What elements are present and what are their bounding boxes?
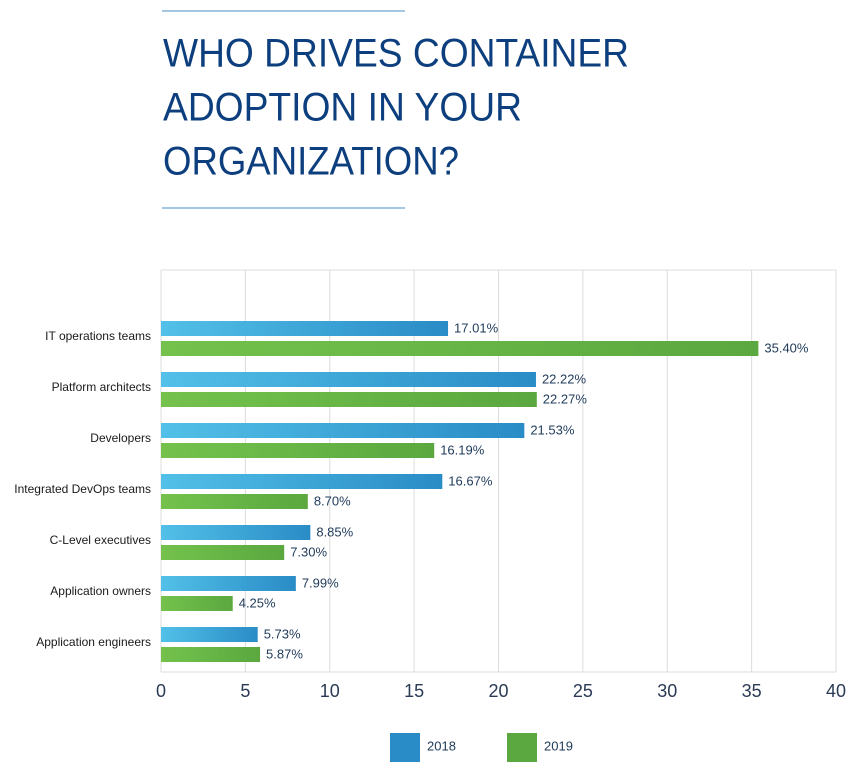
- x-tick-label: 25: [573, 681, 593, 701]
- x-tick-label: 35: [742, 681, 762, 701]
- legend-label: 2018: [427, 738, 456, 753]
- x-tick-label: 40: [826, 681, 846, 701]
- value-label: 21.53%: [530, 422, 575, 437]
- bar: [161, 423, 525, 438]
- bar: [161, 525, 311, 540]
- value-label: 7.99%: [302, 575, 339, 590]
- value-label: 7.30%: [290, 544, 327, 559]
- value-label: 17.01%: [454, 320, 499, 335]
- bar: [161, 494, 308, 509]
- x-tick-label: 10: [320, 681, 340, 701]
- category-label: Integrated DevOps teams: [14, 482, 151, 496]
- value-label: 16.19%: [440, 442, 485, 457]
- category-label: C-Level executives: [50, 533, 151, 547]
- value-label: 35.40%: [764, 340, 809, 355]
- bar: [161, 545, 285, 560]
- chart-title: ADOPTION IN YOUR: [163, 86, 522, 130]
- x-tick-label: 20: [488, 681, 508, 701]
- bar: [161, 576, 296, 591]
- bar: [161, 474, 443, 489]
- bar: [161, 647, 261, 662]
- value-label: 8.70%: [314, 493, 351, 508]
- category-label: Application engineers: [36, 635, 151, 649]
- legend-label: 2019: [544, 738, 573, 753]
- value-label: 5.73%: [264, 626, 301, 641]
- value-label: 4.25%: [239, 595, 276, 610]
- bar: [161, 392, 537, 407]
- x-tick-label: 5: [240, 681, 250, 701]
- category-label: Developers: [90, 431, 151, 445]
- value-label: 22.22%: [542, 371, 587, 386]
- chart-title: WHO DRIVES CONTAINER: [163, 32, 629, 76]
- x-tick-label: 30: [657, 681, 677, 701]
- x-tick-label: 0: [156, 681, 166, 701]
- chart-title: ORGANIZATION?: [163, 140, 459, 184]
- bar: [161, 372, 536, 387]
- bar: [161, 321, 449, 336]
- x-tick-label: 15: [404, 681, 424, 701]
- legend-swatch: [507, 733, 537, 762]
- bar: [161, 596, 233, 611]
- bar: [161, 627, 258, 642]
- value-label: 16.67%: [448, 473, 493, 488]
- legend-swatch: [390, 733, 420, 762]
- value-label: 22.27%: [543, 391, 588, 406]
- bar: [161, 443, 435, 458]
- category-label: Platform architects: [52, 380, 151, 394]
- value-label: 5.87%: [266, 646, 303, 661]
- category-label: IT operations teams: [45, 329, 151, 343]
- category-label: Application owners: [50, 584, 151, 598]
- bar: [161, 341, 759, 356]
- value-label: 8.85%: [316, 524, 353, 539]
